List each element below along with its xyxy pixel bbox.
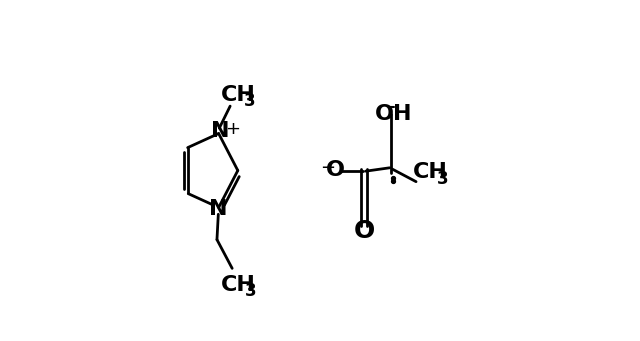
Text: CH: CH — [221, 275, 256, 295]
Text: O: O — [353, 219, 374, 243]
Text: N: N — [211, 121, 229, 142]
Text: 3: 3 — [244, 282, 256, 300]
Text: −: − — [320, 159, 335, 177]
Text: CH: CH — [413, 162, 447, 182]
Text: 3: 3 — [244, 92, 255, 110]
Text: O: O — [326, 161, 345, 180]
Text: OH: OH — [375, 104, 413, 124]
Text: CH: CH — [221, 85, 255, 105]
Text: N: N — [209, 199, 227, 219]
Text: +: + — [225, 120, 239, 138]
Text: 3: 3 — [437, 170, 449, 188]
